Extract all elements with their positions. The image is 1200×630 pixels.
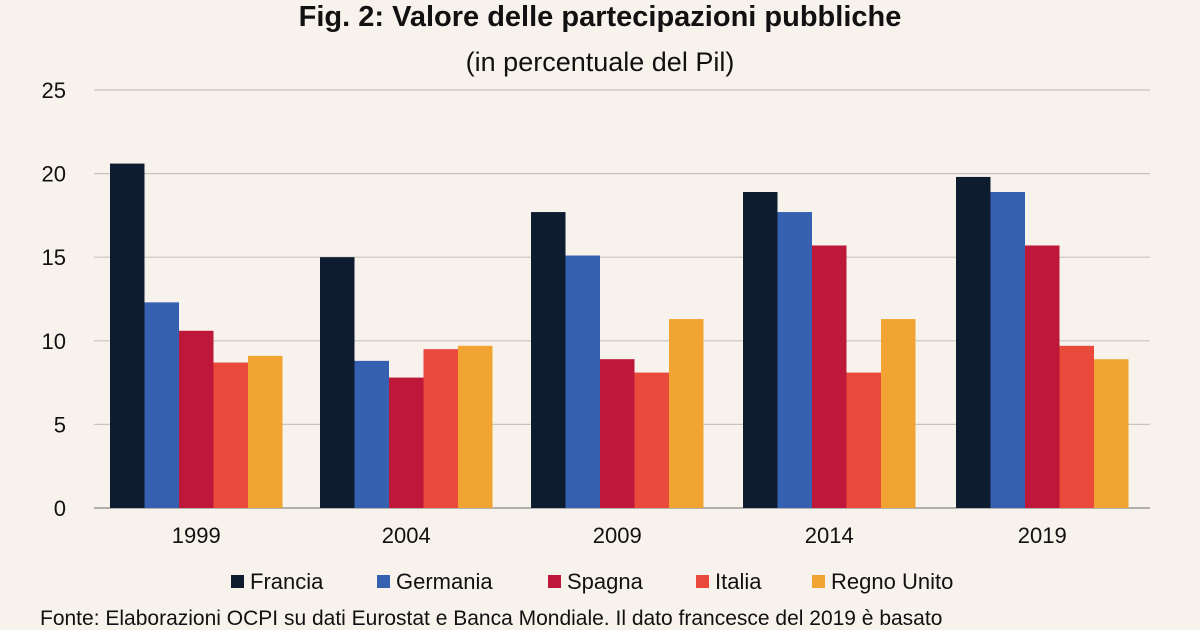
bar-spagna-1999: [179, 330, 214, 508]
legend-item-regno-unito: Regno Unito: [812, 569, 953, 594]
legend-item-italia: Italia: [696, 569, 762, 594]
x-tick-label: 2004: [382, 523, 431, 548]
legend-item-germania: Germania: [377, 569, 493, 594]
legend: Francia Germania Spagna Italia Regno Unito: [231, 569, 953, 594]
bar-italia-1999: [213, 362, 248, 508]
chart-subtitle: (in percentuale del Pil): [466, 47, 735, 77]
bar-francia-2014: [743, 191, 778, 508]
legend-item-francia: Francia: [231, 569, 324, 594]
y-tick-label: 0: [54, 496, 66, 521]
bar-francia-1999: [110, 163, 145, 508]
bar-germania-2014: [777, 212, 812, 508]
bar-germania-2019: [990, 191, 1025, 508]
bar-francia-2019: [956, 176, 991, 508]
legend-swatch: [696, 575, 709, 588]
bar-spagna-2019: [1025, 245, 1060, 508]
bar-regno-unito-2009: [669, 319, 704, 508]
legend-swatch: [812, 575, 825, 588]
bar-germania-2004: [354, 360, 389, 508]
legend-item-spagna: Spagna: [548, 569, 644, 594]
chart-title: Fig. 2: Valore delle partecipazioni pubb…: [299, 1, 902, 33]
x-tick-label: 2019: [1018, 523, 1067, 548]
x-tick-label: 2014: [805, 523, 854, 548]
bar-italia-2009: [634, 372, 669, 508]
x-tick-label: 1999: [172, 523, 221, 548]
legend-label: Spagna: [567, 569, 644, 594]
y-tick-label: 10: [42, 329, 66, 354]
bar-francia-2009: [531, 212, 566, 508]
legend-swatch: [548, 575, 561, 588]
y-tick-label: 25: [42, 78, 66, 103]
bar-italia-2019: [1059, 345, 1094, 508]
x-tick-label: 2009: [593, 523, 642, 548]
bar-italia-2004: [423, 349, 458, 508]
legend-label: Francia: [250, 569, 324, 594]
bars: [110, 163, 1129, 508]
y-tick-label: 15: [42, 245, 66, 270]
bar-spagna-2004: [389, 377, 424, 508]
bar-spagna-2014: [812, 245, 847, 508]
bar-regno-unito-2019: [1094, 359, 1129, 508]
bar-regno-unito-2014: [881, 319, 916, 508]
legend-label: Germania: [396, 569, 493, 594]
legend-swatch: [231, 575, 244, 588]
source-note: Fonte: Elaborazioni OCPI su dati Eurosta…: [40, 607, 942, 630]
legend-label: Regno Unito: [831, 569, 953, 594]
bar-germania-1999: [144, 302, 179, 508]
y-tick-label: 20: [42, 162, 66, 187]
legend-label: Italia: [715, 569, 762, 594]
bar-francia-2004: [320, 257, 355, 508]
bar-regno-unito-1999: [248, 355, 283, 508]
bar-germania-2009: [565, 255, 600, 508]
y-axis: 0 5 10 15 20 25: [42, 78, 66, 521]
bar-italia-2014: [846, 372, 881, 508]
bar-regno-unito-2004: [458, 345, 493, 508]
legend-swatch: [377, 575, 390, 588]
x-axis: 1999 2004 2009 2014 2019: [172, 523, 1067, 548]
bar-spagna-2009: [600, 359, 635, 508]
y-tick-label: 5: [54, 412, 66, 437]
